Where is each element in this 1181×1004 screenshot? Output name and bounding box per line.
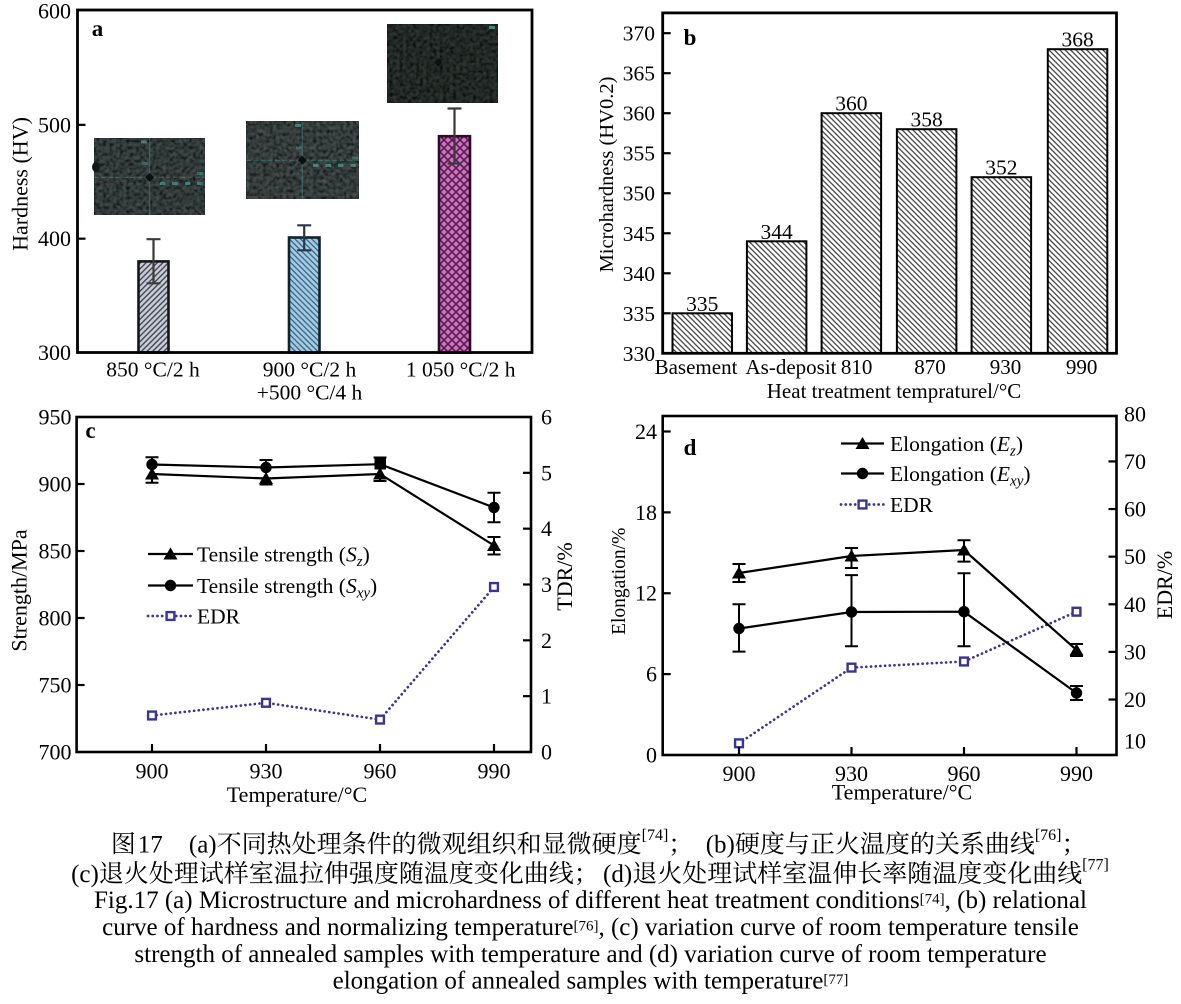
svg-text:500: 500 [38, 112, 71, 137]
svg-text:70: 70 [1124, 449, 1146, 474]
svg-text:Heat treatment tempraturel/°C: Heat treatment tempraturel/°C [767, 379, 1021, 403]
svg-text:(b): (b) [706, 832, 735, 859]
svg-text:6: 6 [646, 662, 657, 687]
svg-text:elongation of annealed samples: elongation of annealed samples with temp… [333, 968, 849, 995]
svg-text:365: 365 [623, 62, 655, 86]
svg-text:Tensile strength (Sz): Tensile strength (Sz) [197, 543, 370, 571]
svg-text:Elongation/%: Elongation/% [609, 528, 630, 635]
svg-text:335: 335 [686, 292, 718, 316]
svg-text:20: 20 [1124, 687, 1146, 712]
svg-text:18: 18 [635, 500, 657, 525]
svg-text:40: 40 [1124, 592, 1146, 617]
svg-text:352: 352 [985, 156, 1017, 180]
svg-text:900: 900 [39, 472, 72, 497]
svg-text:800: 800 [39, 606, 72, 631]
svg-text:345: 345 [623, 222, 655, 246]
svg-text:1: 1 [541, 684, 552, 709]
svg-text:Elongation (Ez): Elongation (Ez) [890, 432, 1023, 460]
svg-text:+500 °C/4 h: +500 °C/4 h [257, 381, 363, 405]
svg-text:344: 344 [760, 220, 793, 244]
svg-text:12: 12 [635, 581, 657, 606]
svg-text:335: 335 [623, 302, 655, 326]
svg-text:10: 10 [1124, 729, 1146, 754]
svg-text:(d): (d) [603, 861, 632, 888]
svg-text:360: 360 [835, 92, 867, 116]
svg-text:(a): (a) [189, 832, 217, 859]
svg-text:EDR: EDR [890, 493, 934, 517]
svg-text:700: 700 [39, 740, 72, 765]
svg-text:Hardness (HV): Hardness (HV) [8, 117, 33, 251]
svg-text:1 050 °C/2 h: 1 050 °C/2 h [406, 358, 516, 382]
svg-text:EDR: EDR [197, 605, 241, 629]
svg-text:Tensile strength (Sxy): Tensile strength (Sxy) [197, 574, 377, 602]
svg-text:600: 600 [38, 0, 71, 24]
svg-text:24: 24 [635, 419, 657, 444]
svg-text:900: 900 [723, 761, 756, 786]
svg-text:50: 50 [1124, 544, 1146, 569]
svg-text:a: a [92, 16, 104, 41]
svg-text:950: 950 [39, 405, 72, 430]
svg-text:60: 60 [1124, 497, 1146, 522]
svg-text:c: c [85, 418, 95, 443]
svg-text:Temperature/°C: Temperature/°C [832, 780, 972, 805]
svg-text:(c): (c) [71, 861, 99, 888]
svg-text:EDR/%: EDR/% [1152, 551, 1177, 619]
svg-text:990: 990 [1060, 761, 1093, 786]
svg-text:2: 2 [541, 628, 552, 653]
svg-text:Microhardness (HV0.2): Microhardness (HV0.2) [596, 77, 618, 273]
svg-text:[74]: [74] [642, 827, 669, 844]
svg-text:360: 360 [623, 102, 655, 126]
svg-text:960: 960 [364, 759, 397, 784]
svg-text:30: 30 [1124, 639, 1146, 664]
svg-text:17: 17 [138, 832, 163, 859]
svg-text:358: 358 [910, 108, 942, 132]
svg-text:0: 0 [646, 743, 657, 768]
svg-text:930: 930 [990, 355, 1022, 379]
svg-text:930: 930 [250, 759, 283, 784]
svg-text:3: 3 [541, 572, 552, 597]
svg-text:As-deposit: As-deposit [746, 355, 837, 379]
svg-text:990: 990 [1066, 355, 1098, 379]
svg-text:0: 0 [541, 740, 552, 765]
svg-text:6: 6 [541, 405, 552, 430]
svg-text:b: b [684, 25, 697, 50]
svg-text:Elongation (Exy): Elongation (Exy) [890, 462, 1031, 490]
svg-text:350: 350 [623, 182, 655, 206]
svg-text:d: d [684, 435, 697, 460]
svg-text:870: 870 [914, 355, 946, 379]
svg-text:strength of annealed samples w: strength of annealed samples with temper… [134, 941, 1046, 968]
svg-text:850: 850 [39, 539, 72, 564]
svg-text:900: 900 [136, 759, 169, 784]
svg-text:Fig.17 (a) Microstructure and: Fig.17 (a) Microstructure and microhardn… [94, 887, 1087, 914]
svg-text:Basement: Basement [655, 355, 738, 379]
svg-text:810: 810 [841, 355, 873, 379]
svg-text:Strength/MPa: Strength/MPa [7, 529, 32, 651]
svg-text:850 °C/2 h: 850 °C/2 h [106, 358, 200, 382]
svg-text:5: 5 [541, 460, 552, 485]
svg-text:400: 400 [38, 226, 71, 251]
svg-text:4: 4 [541, 516, 552, 541]
svg-text:Temperature/°C: Temperature/°C [227, 782, 367, 807]
svg-text:TDR/%: TDR/% [552, 542, 577, 610]
svg-text:355: 355 [623, 142, 655, 166]
svg-text:930: 930 [835, 761, 868, 786]
svg-text:curve of hardness and normaliz: curve of hardness and normalizing temper… [102, 914, 1079, 941]
svg-text:80: 80 [1124, 401, 1146, 426]
svg-text:300: 300 [38, 340, 71, 365]
svg-text:750: 750 [39, 673, 72, 698]
svg-text:960: 960 [948, 761, 981, 786]
svg-text:[76]: [76] [1035, 827, 1062, 844]
svg-text:330: 330 [623, 342, 655, 366]
svg-text:900 °C/2 h: 900 °C/2 h [263, 358, 357, 382]
svg-text:[77]: [77] [1082, 857, 1109, 874]
svg-text:340: 340 [623, 262, 655, 286]
svg-text:990: 990 [478, 759, 511, 784]
svg-text:370: 370 [623, 22, 655, 46]
svg-text:368: 368 [1061, 28, 1093, 52]
